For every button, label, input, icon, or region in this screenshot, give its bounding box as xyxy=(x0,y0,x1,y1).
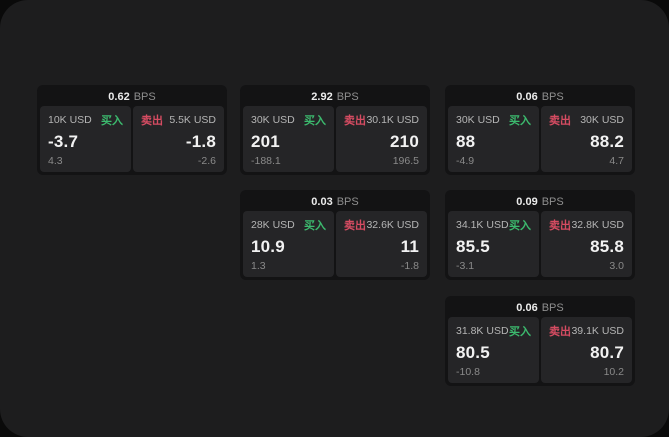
buy-panel[interactable]: 28K USD 买入 10.9 1.3 xyxy=(243,211,334,277)
sell-side-label: 卖出 xyxy=(344,220,366,232)
buy-amount: 30K USD xyxy=(251,114,295,126)
sell-sub-value: -2.6 xyxy=(197,155,216,167)
buy-sub-value: -3.1 xyxy=(456,260,475,272)
sell-side-label: 卖出 xyxy=(549,115,571,127)
sell-panel[interactable]: 卖出 39.1K USD 80.7 10.2 xyxy=(541,317,632,383)
sell-price: 85.8 xyxy=(590,236,624,256)
bps-value: 0.62 xyxy=(108,91,130,103)
bps-unit: BPS xyxy=(133,91,156,103)
buy-amount: 10K USD xyxy=(48,114,92,126)
buy-sub-value: -4.9 xyxy=(456,155,475,167)
buy-amount: 34.1K USD xyxy=(456,219,509,231)
buy-price: 201 xyxy=(251,131,280,151)
bps-value: 0.09 xyxy=(516,196,538,208)
bps-header: 0.06 BPS xyxy=(448,88,632,106)
bps-unit: BPS xyxy=(541,196,564,208)
buy-side-label: 买入 xyxy=(101,115,123,127)
sell-sub-value: 4.7 xyxy=(609,155,624,167)
bps-header: 0.62 BPS xyxy=(40,88,224,106)
buy-price: 85.5 xyxy=(456,236,490,256)
sell-panel[interactable]: 卖出 30.1K USD 210 196.5 xyxy=(336,106,427,172)
buy-sub-value: -188.1 xyxy=(251,155,281,167)
sell-sub-value: -1.8 xyxy=(400,260,419,272)
sell-price: -1.8 xyxy=(185,131,216,151)
bps-header: 0.09 BPS xyxy=(448,193,632,211)
bps-header: 0.03 BPS xyxy=(243,193,427,211)
price-card-5: 0.09 BPS 34.1K USD 买入 85.5 -3.1 卖出 32.8K… xyxy=(445,190,635,280)
sell-side-label: 卖出 xyxy=(549,220,571,232)
buy-side-label: 买入 xyxy=(304,220,326,232)
sell-amount: 30K USD xyxy=(580,114,624,126)
sell-panel[interactable]: 卖出 32.8K USD 85.8 3.0 xyxy=(541,211,632,277)
buy-sub-value: -10.8 xyxy=(456,366,480,378)
buy-price: 88 xyxy=(456,131,476,151)
sell-sub-value: 10.2 xyxy=(603,366,624,378)
buy-panel[interactable]: 30K USD 买入 88 -4.9 xyxy=(448,106,539,172)
buy-price: -3.7 xyxy=(48,131,79,151)
buy-sub-value: 1.3 xyxy=(251,260,266,272)
sell-side-label: 卖出 xyxy=(141,115,163,127)
bps-value: 0.06 xyxy=(516,91,538,103)
buy-amount: 30K USD xyxy=(456,114,500,126)
price-card-2: 2.92 BPS 30K USD 买入 201 -188.1 卖出 30.1K … xyxy=(240,85,430,175)
buy-side-label: 买入 xyxy=(304,115,326,127)
buy-panel[interactable]: 31.8K USD 买入 80.5 -10.8 xyxy=(448,317,539,383)
sell-sub-value: 3.0 xyxy=(609,260,624,272)
buy-amount: 28K USD xyxy=(251,219,295,231)
sell-price: 80.7 xyxy=(590,342,624,362)
buy-panel[interactable]: 30K USD 买入 201 -188.1 xyxy=(243,106,334,172)
buy-amount: 31.8K USD xyxy=(456,325,509,337)
buy-sub-value: 4.3 xyxy=(48,155,63,167)
sell-price: 88.2 xyxy=(590,131,624,151)
bps-unit: BPS xyxy=(541,302,564,314)
bps-unit: BPS xyxy=(336,196,359,208)
buy-panel[interactable]: 10K USD 买入 -3.7 4.3 xyxy=(40,106,131,172)
sell-amount: 39.1K USD xyxy=(571,325,624,337)
buy-side-label: 买入 xyxy=(509,220,531,232)
buy-side-label: 买入 xyxy=(509,115,531,127)
bps-header: 2.92 BPS xyxy=(243,88,427,106)
bps-unit: BPS xyxy=(541,91,564,103)
bps-value: 0.06 xyxy=(516,302,538,314)
bps-value: 2.92 xyxy=(311,91,333,103)
sell-panel[interactable]: 卖出 32.6K USD 11 -1.8 xyxy=(336,211,427,277)
price-card-3: 0.06 BPS 30K USD 买入 88 -4.9 卖出 30K USD 8… xyxy=(445,85,635,175)
sell-side-label: 卖出 xyxy=(344,115,366,127)
buy-panel[interactable]: 34.1K USD 买入 85.5 -3.1 xyxy=(448,211,539,277)
price-card-1: 0.62 BPS 10K USD 买入 -3.7 4.3 卖出 5.5K USD… xyxy=(37,85,227,175)
buy-price: 80.5 xyxy=(456,342,490,362)
sell-panel[interactable]: 卖出 30K USD 88.2 4.7 xyxy=(541,106,632,172)
price-card-4: 0.03 BPS 28K USD 买入 10.9 1.3 卖出 32.6K US… xyxy=(240,190,430,280)
sell-amount: 5.5K USD xyxy=(169,114,216,126)
sell-sub-value: 196.5 xyxy=(392,155,419,167)
sell-price: 210 xyxy=(390,131,419,151)
sell-side-label: 卖出 xyxy=(549,326,571,338)
buy-side-label: 买入 xyxy=(509,326,531,338)
bps-value: 0.03 xyxy=(311,196,333,208)
sell-amount: 32.8K USD xyxy=(571,219,624,231)
bps-unit: BPS xyxy=(336,91,359,103)
buy-price: 10.9 xyxy=(251,236,285,256)
bps-header: 0.06 BPS xyxy=(448,299,632,317)
sell-amount: 30.1K USD xyxy=(366,114,419,126)
sell-price: 11 xyxy=(400,236,419,256)
sell-amount: 32.6K USD xyxy=(366,219,419,231)
price-card-6: 0.06 BPS 31.8K USD 买入 80.5 -10.8 卖出 39.1… xyxy=(445,296,635,386)
sell-panel[interactable]: 卖出 5.5K USD -1.8 -2.6 xyxy=(133,106,224,172)
